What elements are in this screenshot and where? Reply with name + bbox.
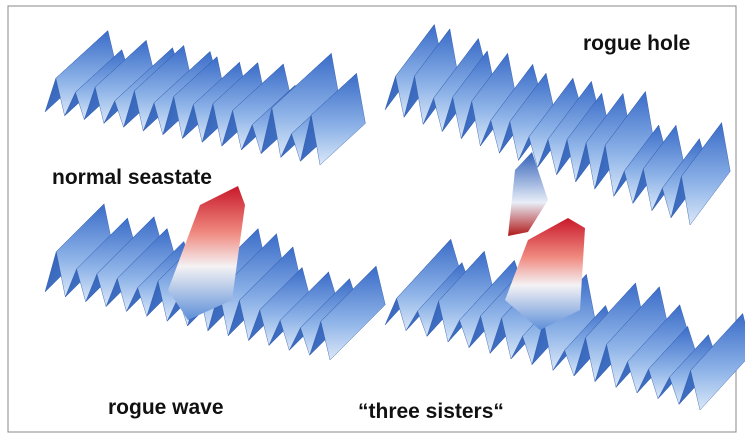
label: normal seastate bbox=[52, 166, 212, 189]
wave-ridge bbox=[691, 313, 745, 410]
page: normal seastate rogue hole rogue wave “t… bbox=[0, 0, 745, 439]
rogue-hole-trough bbox=[508, 152, 548, 236]
label: “three sisters“ bbox=[358, 400, 504, 423]
figure: normal seastate rogue hole rogue wave “t… bbox=[0, 0, 745, 439]
wave-surfaces bbox=[45, 24, 745, 410]
label: rogue hole bbox=[583, 32, 690, 55]
label: rogue wave bbox=[108, 396, 224, 419]
wave-ridge bbox=[681, 123, 730, 225]
